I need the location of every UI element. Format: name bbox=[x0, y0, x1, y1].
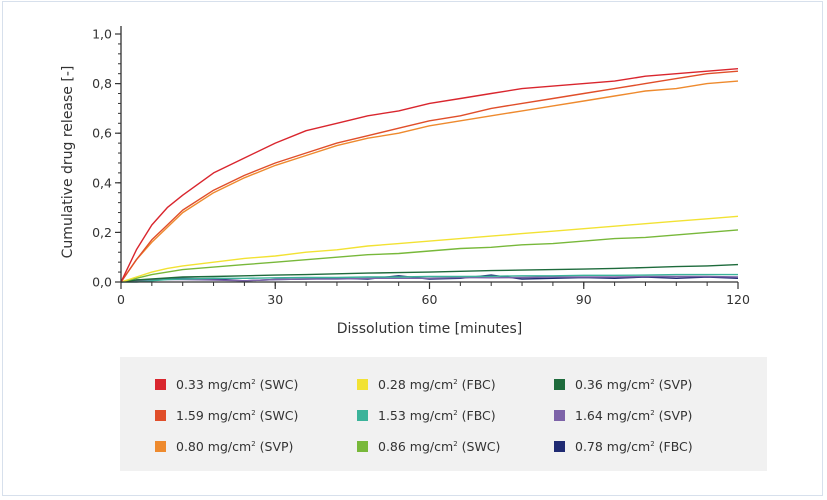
legend-swatch bbox=[554, 410, 565, 421]
legend-label: 0.33 mg/cm2 (SWC) bbox=[176, 377, 299, 392]
x-tick-label: 60 bbox=[422, 292, 438, 307]
legend-item: 1.53 mg/cm2 (FBC) bbox=[357, 408, 496, 423]
legend-swatch bbox=[155, 410, 166, 421]
legend-item: 1.64 mg/cm2 (SVP) bbox=[554, 408, 692, 423]
series-line-1 bbox=[120, 70, 739, 283]
axes bbox=[120, 26, 738, 283]
series-line-0 bbox=[120, 68, 739, 283]
legend-swatch bbox=[155, 379, 166, 390]
legend-label: 0.28 mg/cm2 (FBC) bbox=[378, 377, 496, 392]
series-lines bbox=[120, 68, 739, 283]
y-tick-label: 0,2 bbox=[92, 225, 112, 240]
legend-item: 0.80 mg/cm2 (SVP) bbox=[155, 439, 293, 454]
legend-swatch bbox=[357, 379, 368, 390]
series-line-6 bbox=[120, 263, 739, 283]
legend-swatch bbox=[554, 441, 565, 452]
y-tick-label: 0,0 bbox=[92, 275, 112, 290]
legend-label: 0.78 mg/cm2 (FBC) bbox=[575, 439, 693, 454]
legend-swatch bbox=[155, 441, 166, 452]
tick-labels: 0,0 0,2 0,4 0,6 0,8 1,0 0 30 60 90 120 bbox=[92, 27, 750, 308]
legend-item: 1.59 mg/cm2 (SWC) bbox=[155, 408, 298, 423]
legend-item: 0.33 mg/cm2 (SWC) bbox=[155, 377, 298, 392]
series-line-5 bbox=[120, 229, 739, 283]
y-tick-label: 0,6 bbox=[92, 126, 112, 141]
legend-label: 1.64 mg/cm2 (SVP) bbox=[575, 408, 693, 423]
legend-label: 0.36 mg/cm2 (SVP) bbox=[575, 377, 693, 392]
x-tick-label: 0 bbox=[117, 292, 125, 307]
x-tick-label: 120 bbox=[726, 292, 750, 307]
legend: 0.33 mg/cm2 (SWC) 1.59 mg/cm2 (SWC) 0.80 m… bbox=[120, 357, 767, 471]
legend-swatch bbox=[357, 441, 368, 452]
y-tick-label: 1,0 bbox=[92, 27, 112, 42]
x-axis-title: Dissolution time [minutes] bbox=[337, 321, 523, 337]
series-line-4 bbox=[121, 273, 738, 283]
x-tick-label: 90 bbox=[576, 292, 592, 307]
legend-label: 0.80 mg/cm2 (SVP) bbox=[176, 439, 294, 454]
chart: 0,0 0,2 0,4 0,6 0,8 1,0 0 30 60 90 120 Dissolution… bbox=[60, 26, 750, 337]
legend-label: 0.86 mg/cm2 (SWC) bbox=[378, 439, 501, 454]
series-line-2 bbox=[120, 80, 739, 283]
legend-label: 1.53 mg/cm2 (FBC) bbox=[378, 408, 496, 423]
legend-item: 0.28 mg/cm2 (FBC) bbox=[357, 377, 496, 392]
ticks bbox=[115, 33, 739, 289]
y-tick-label: 0,8 bbox=[92, 76, 112, 91]
legend-label: 1.59 mg/cm2 (SWC) bbox=[176, 408, 299, 423]
legend-swatch bbox=[554, 379, 565, 390]
legend-item: 0.78 mg/cm2 (FBC) bbox=[554, 439, 693, 454]
x-tick-label: 30 bbox=[267, 292, 283, 307]
legend-item: 0.36 mg/cm2 (SVP) bbox=[554, 377, 692, 392]
legend-item: 0.86 mg/cm2 (SWC) bbox=[357, 439, 500, 454]
legend-swatch bbox=[357, 410, 368, 421]
y-tick-label: 0,4 bbox=[92, 175, 112, 190]
y-axis-title: Cumulative drug release [-] bbox=[60, 66, 76, 259]
series-line-3 bbox=[120, 215, 739, 283]
